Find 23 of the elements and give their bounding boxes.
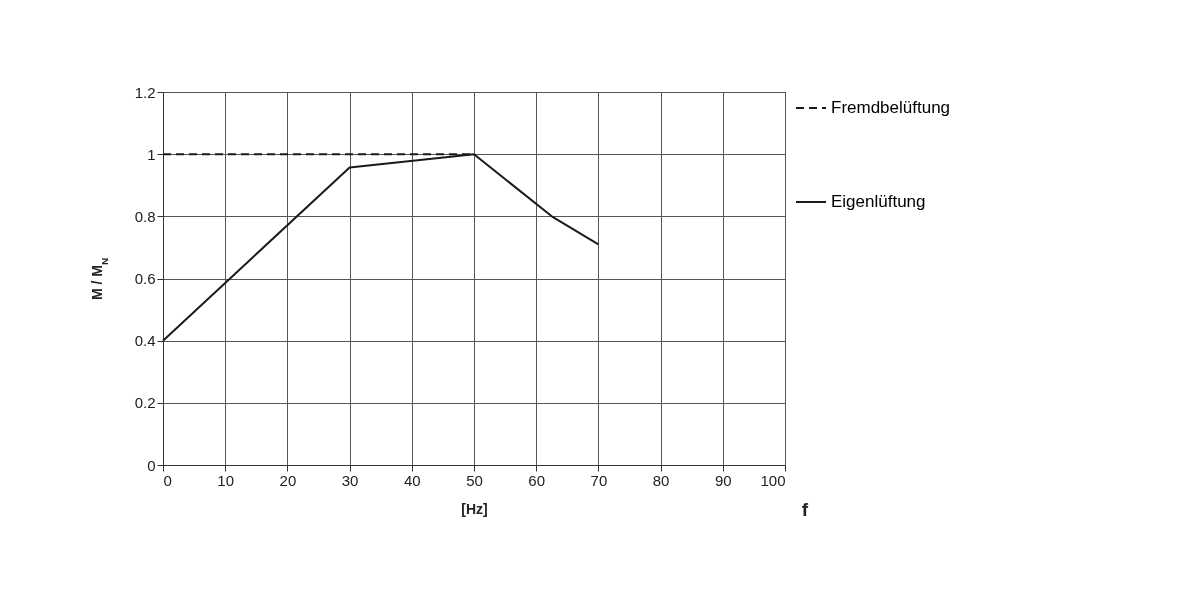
x-tick-label: 10 — [217, 471, 235, 489]
x-tick-label: 60 — [528, 471, 546, 489]
y-tick-label: 0.2 — [134, 394, 156, 412]
text: f — [801, 499, 809, 520]
x-tick-label: 80 — [652, 471, 670, 489]
x-tick-label: 70 — [590, 471, 608, 489]
x-tick-label: 50 — [466, 471, 483, 489]
x-axis-title: [Hz] — [461, 500, 488, 517]
x-tick-label: 0 — [163, 471, 172, 489]
legend-label: Fremdbelüftung — [831, 98, 951, 117]
y-tick-label: 1 — [147, 145, 156, 163]
y-tick-label: 0.8 — [134, 207, 156, 225]
legend-label: Eigenlüftung — [831, 192, 926, 211]
y-tick-label: 0 — [147, 456, 156, 474]
y-tick-label: 0.6 — [134, 270, 156, 287]
y-tick-label: 1.2 — [134, 83, 156, 101]
x-tick-label: 40 — [403, 471, 421, 489]
x-tick-label: 100 — [760, 471, 786, 489]
x-tick-label: 90 — [714, 471, 732, 489]
y-tick-label: 0.4 — [134, 332, 156, 350]
x-tick-label: 30 — [341, 471, 359, 489]
x-tick-label: 20 — [279, 471, 297, 489]
line-series — [162, 153, 600, 342]
